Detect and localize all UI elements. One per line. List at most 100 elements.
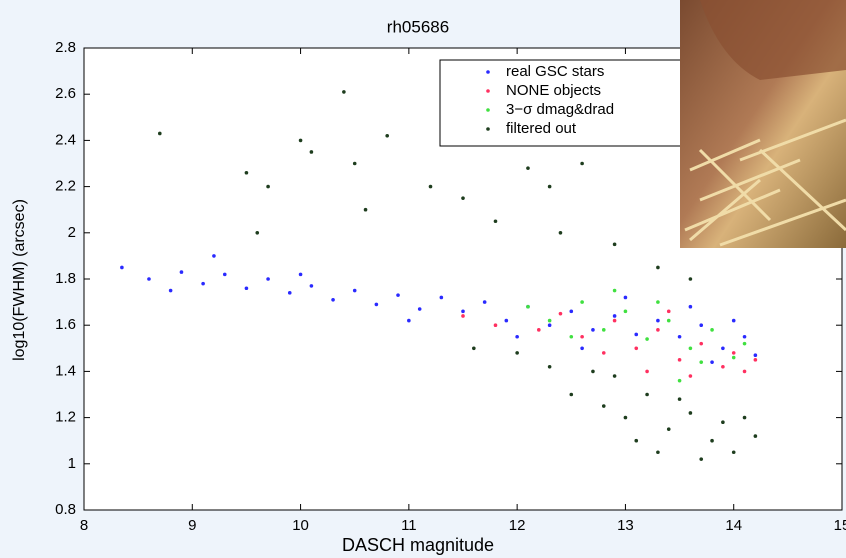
legend-marker: [486, 108, 490, 112]
point: [688, 304, 693, 309]
point: [688, 277, 693, 281]
point: [601, 328, 606, 332]
straw: [684, 118, 846, 247]
point: [591, 328, 595, 332]
point: [634, 438, 639, 443]
point: [612, 374, 617, 378]
point: [623, 295, 628, 300]
point: [731, 351, 736, 355]
x-tick-label: 12: [509, 517, 526, 534]
point: [731, 355, 736, 360]
point: [688, 411, 693, 415]
point: [298, 138, 303, 143]
point: [547, 184, 552, 189]
point: [374, 302, 379, 307]
point: [677, 334, 682, 339]
axes: 8 9 10 11 12 13 14 15 0.8 1 1.2 1.4 1.6 1.8 2 2.2 2.4 2.6…: [55, 39, 846, 534]
point: [493, 219, 498, 224]
x-tick-label: 14: [725, 517, 742, 534]
legend-marker: [486, 70, 490, 74]
x-tick-label: 8: [80, 517, 88, 534]
point: [147, 277, 151, 281]
point: [331, 297, 335, 302]
point: [547, 323, 552, 328]
point: [721, 346, 725, 351]
point: [537, 328, 541, 332]
x-tick-label: 13: [617, 517, 634, 534]
point: [298, 272, 303, 277]
points: [120, 90, 758, 461]
point: [612, 242, 617, 247]
point: [742, 341, 747, 346]
point: [504, 318, 509, 323]
point: [731, 450, 736, 455]
point: [677, 358, 682, 362]
point: [201, 281, 205, 286]
point: [612, 288, 617, 293]
y-tick-label: 1.6: [55, 316, 76, 333]
point: [526, 304, 530, 309]
y-tick-label: 1.2: [55, 409, 76, 426]
point: [623, 309, 628, 314]
x-tick-label: 10: [292, 517, 309, 534]
point: [688, 346, 693, 351]
point: [580, 300, 584, 304]
point: [547, 364, 552, 369]
point: [407, 318, 411, 323]
point: [168, 288, 173, 293]
point: [461, 309, 465, 314]
point: [666, 309, 671, 314]
point: [558, 231, 563, 235]
legend-label: NONE objects: [506, 82, 601, 99]
y-tick-label: 1: [68, 455, 76, 472]
x-axis-label: DASCH magnitude: [342, 535, 494, 555]
point: [515, 351, 519, 355]
point: [244, 286, 249, 291]
point: [591, 369, 595, 374]
point: [352, 161, 357, 166]
point: [515, 334, 519, 339]
point: [179, 270, 184, 274]
legend: real GSC stars NONE objects 3−σ dmag&drad f…: [439, 59, 691, 147]
y-tick-label: 2.8: [55, 39, 76, 56]
point: [742, 334, 747, 339]
y-tick-label: 0.8: [55, 501, 76, 518]
point: [472, 346, 476, 351]
point: [158, 131, 162, 136]
point: [710, 328, 714, 332]
point: [309, 150, 314, 154]
point: [612, 318, 617, 323]
point: [558, 311, 563, 316]
point: [666, 318, 671, 323]
point: [753, 358, 758, 362]
point: [569, 309, 574, 314]
point: [656, 300, 660, 304]
point: [212, 254, 216, 258]
legend-label: 3−σ dmag&drad: [506, 101, 614, 118]
point: [677, 397, 682, 401]
point: [656, 265, 660, 270]
point: [461, 314, 465, 318]
point: [699, 341, 704, 346]
y-tick-label: 2.2: [55, 178, 76, 195]
x-tick-label: 9: [188, 517, 196, 534]
point: [753, 353, 758, 358]
point: [120, 265, 124, 270]
point: [363, 207, 368, 212]
point: [526, 166, 530, 170]
point: [580, 346, 584, 351]
point: [656, 318, 660, 323]
point: [721, 420, 725, 425]
y-tick-label: 2.6: [55, 85, 76, 102]
point: [244, 170, 249, 175]
point: [656, 450, 660, 455]
y-tick-label: 2.4: [55, 131, 76, 148]
point: [601, 351, 606, 355]
point: [309, 284, 314, 288]
y-tick-label: 2: [68, 224, 76, 241]
point: [623, 415, 628, 420]
point: [266, 277, 270, 281]
legend-marker: [486, 89, 490, 93]
point: [580, 334, 584, 339]
